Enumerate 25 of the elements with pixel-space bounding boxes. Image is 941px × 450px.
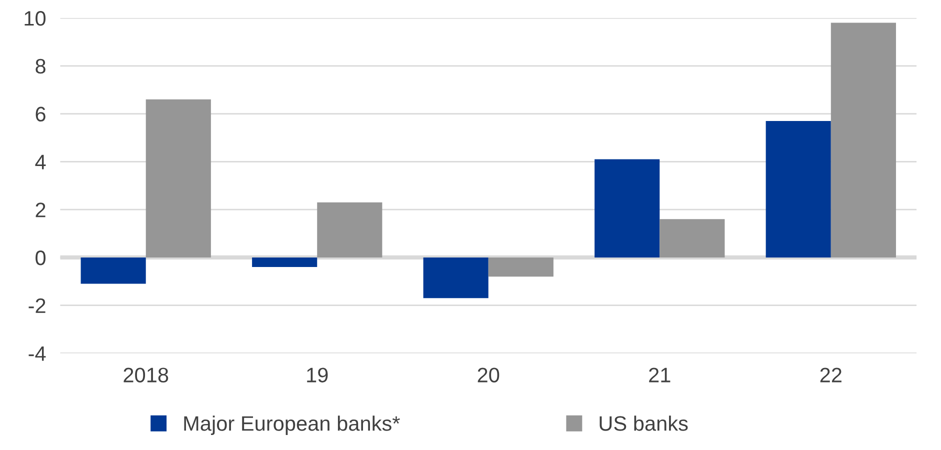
bar: [146, 99, 211, 258]
bar: [594, 159, 660, 258]
y-tick-label: 4: [35, 154, 46, 170]
bar: [423, 257, 488, 298]
bar: [252, 257, 318, 268]
x-tick-label: 19: [307, 368, 328, 382]
legend-label: Major European banks*: [184, 416, 400, 436]
y-tick-label: 8: [36, 58, 46, 74]
bar: [317, 202, 382, 258]
legend-label: US banks: [600, 416, 688, 431]
y-tick-label: -2: [28, 298, 46, 313]
x-tick-label: 22: [820, 368, 842, 382]
bar: [488, 257, 554, 277]
x-tick-label: 2018: [124, 368, 168, 382]
y-tick-label: 10: [24, 11, 46, 26]
y-tick-label: 0: [36, 250, 46, 266]
y-tick-label: -4: [28, 346, 46, 361]
bar: [80, 257, 146, 284]
y-tick-label: 6: [36, 106, 46, 122]
bar: [766, 120, 831, 258]
bar: [830, 22, 896, 258]
bar: [660, 219, 725, 258]
x-tick-label: 21: [649, 368, 670, 382]
x-tick-label: 20: [478, 368, 500, 382]
y-tick-label: 2: [36, 202, 46, 218]
